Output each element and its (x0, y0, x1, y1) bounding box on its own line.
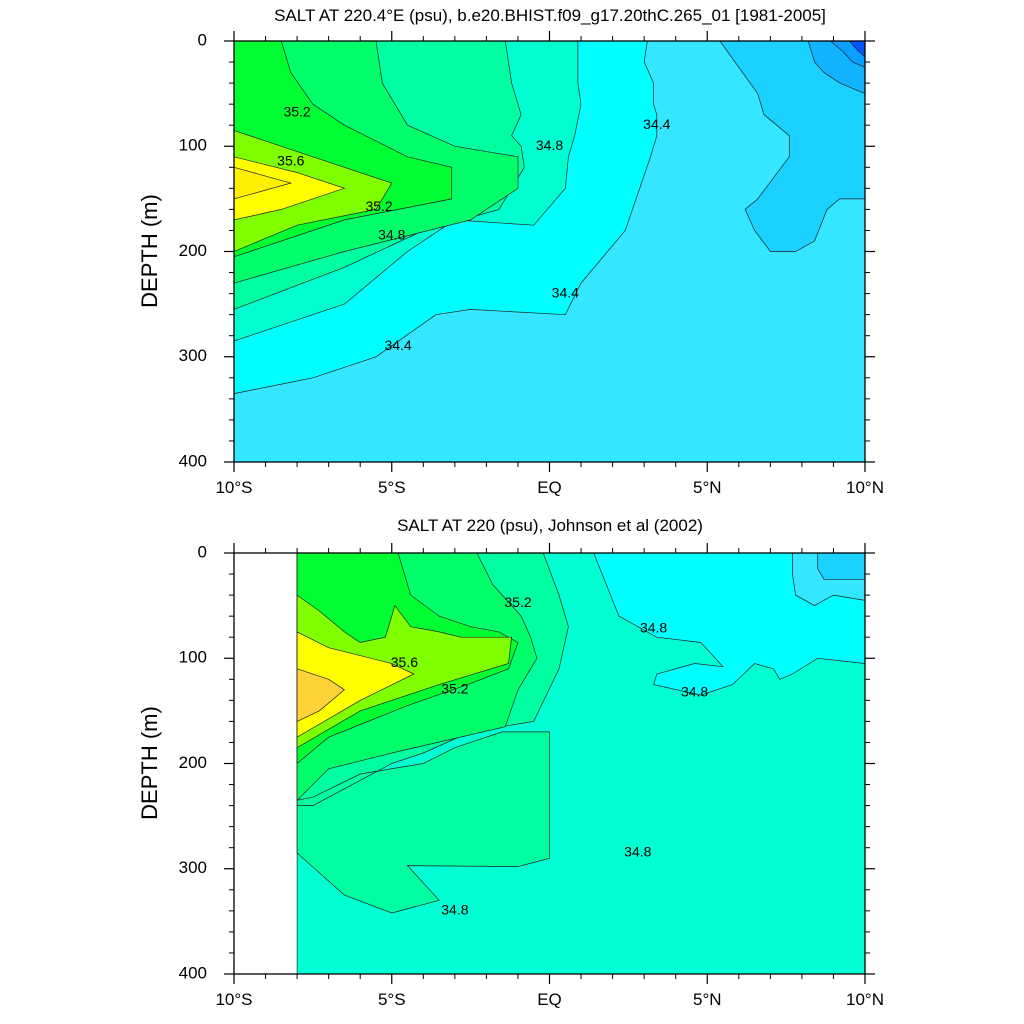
bottom-y-tick-label-0: 0 (198, 542, 207, 561)
top-contour-label-7: 34.4 (384, 337, 411, 353)
top-contour-label-2: 34.8 (536, 137, 563, 153)
bottom-salinity-region-3 (817, 553, 865, 580)
top-contour-fills (234, 41, 865, 462)
top-y-tick-label-3: 300 (179, 346, 207, 365)
bottom-x-tick-label-0: 10°S (215, 990, 252, 1009)
top-x-tick-label-0: 10°S (215, 478, 252, 497)
top-contour-label-4: 35.2 (365, 198, 392, 214)
top-y-tick-label-4: 400 (179, 451, 207, 470)
bottom-y-axis-label: DEPTH (m) (137, 706, 162, 820)
bottom-contour-label-2: 35.2 (441, 681, 468, 697)
bottom-contour-label-4: 34.8 (681, 684, 708, 700)
top-y-tick-label-2: 200 (179, 241, 207, 260)
top-contour-label-5: 34.8 (378, 226, 405, 242)
bottom-salinity-region-8 (296, 631, 415, 738)
bottom-panel-title: SALT AT 220 (psu), Johnson et al (2002) (397, 516, 703, 535)
bottom-y-tick-label-1: 100 (179, 648, 207, 667)
top-y-tick-label-0: 0 (198, 30, 207, 49)
bottom-contour-labels: 35.2 35.6 35.2 34.8 34.8 34.8 34.8 (391, 594, 709, 917)
top-salinity-region-12 (234, 166, 293, 200)
top-axis-ticks: 10°S 5°S EQ 5°N 10°N 0 100 200 300 400 (179, 30, 884, 497)
bottom-panel: SALT AT 220 (psu), Johnson et al (2002) … (137, 516, 884, 1009)
bottom-x-tick-label-1: 5°S (378, 990, 406, 1009)
top-contour-labels: 35.2 35.6 34.8 34.4 35.2 34.8 34.4 34.4 (277, 103, 670, 353)
bottom-y-tick-label-3: 300 (179, 858, 207, 877)
bottom-contour-label-6: 34.8 (441, 902, 468, 918)
bottom-y-tick-label-4: 400 (179, 963, 207, 982)
bottom-axis-ticks: 10°S 5°S EQ 5°N 10°N 0 100 200 300 400 (179, 542, 884, 1009)
top-contour-label-6: 34.4 (552, 284, 579, 300)
top-salinity-region-2 (764, 41, 865, 94)
top-x-tick-label-4: 10°N (846, 478, 884, 497)
bottom-contour-fills (296, 553, 865, 974)
bottom-contour-label-5: 34.8 (624, 844, 651, 860)
top-contour-label-0: 35.2 (283, 103, 310, 119)
bottom-contour-label-0: 35.2 (504, 594, 531, 610)
top-panel: SALT AT 220.4°E (psu), b.e20.BHIST.f09_g… (137, 6, 884, 497)
top-y-axis-label: DEPTH (m) (137, 194, 162, 308)
top-salinity-region-4 (848, 41, 865, 58)
top-y-tick-label-1: 100 (179, 136, 207, 155)
top-x-tick-label-2: EQ (537, 478, 562, 497)
bottom-contour-label-3: 34.8 (640, 620, 667, 636)
bottom-y-tick-label-2: 200 (179, 753, 207, 772)
top-panel-title: SALT AT 220.4°E (psu), b.e20.BHIST.f09_g… (274, 6, 826, 25)
top-x-tick-label-3: 5°N (693, 478, 722, 497)
bottom-x-tick-label-4: 10°N (846, 990, 884, 1009)
bottom-x-tick-label-2: EQ (537, 990, 562, 1009)
top-salinity-region-1 (653, 41, 865, 252)
top-salinity-region-11 (234, 156, 346, 221)
bottom-x-tick-label-3: 5°N (693, 990, 722, 1009)
bottom-salinity-region-9 (296, 668, 345, 722)
top-contour-label-1: 35.6 (277, 153, 304, 169)
top-contour-label-3: 34.4 (643, 116, 670, 132)
bottom-contour-label-1: 35.6 (391, 654, 418, 670)
top-x-tick-label-1: 5°S (378, 478, 406, 497)
